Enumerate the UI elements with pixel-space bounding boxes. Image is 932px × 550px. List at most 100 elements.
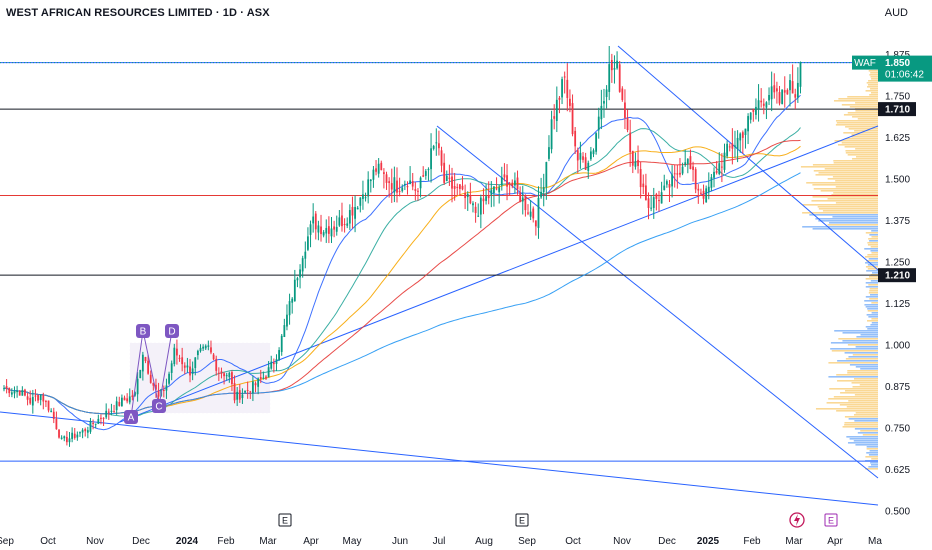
volume-profile-bar <box>802 204 878 206</box>
volume-profile-bar <box>830 342 878 344</box>
x-tick-label: Jun <box>392 536 408 547</box>
candle-body <box>5 386 8 389</box>
volume-profile-bar <box>865 456 878 458</box>
candle-body <box>390 183 393 190</box>
candle-body <box>351 206 354 216</box>
candle-body <box>231 372 233 385</box>
candle-body <box>157 390 160 397</box>
volume-profile-bar <box>869 298 878 300</box>
candle-body <box>168 373 170 384</box>
volume-profile-bar <box>837 144 878 146</box>
volume-profile-bar <box>827 224 878 226</box>
candle-body <box>299 269 301 278</box>
candle-body <box>694 169 697 190</box>
price-axis[interactable]: 1.875 1.750 1.625 1.500 1.375 1.250 1.125 1.000… <box>885 50 910 518</box>
currency-label[interactable]: AUD <box>884 7 908 19</box>
candle-body <box>650 207 653 209</box>
candle-body <box>563 76 566 78</box>
current-price-tag <box>878 55 932 82</box>
candle-body <box>521 197 524 202</box>
volume-profile-bar <box>835 120 878 122</box>
candle-body <box>325 228 328 234</box>
volume-profile-bar <box>843 114 878 116</box>
candle-body <box>534 220 537 227</box>
candle-body <box>128 396 131 403</box>
volume-profile-bar <box>837 360 878 362</box>
current-price-value: 1.850 <box>885 58 910 69</box>
y-tick-label: 1.875 <box>885 50 910 61</box>
candle-body <box>514 180 516 186</box>
candle-body <box>424 171 427 176</box>
candle-body <box>485 196 487 201</box>
volume-profile-bar <box>870 462 878 464</box>
candle-body <box>97 418 100 424</box>
candle-body <box>542 186 545 193</box>
candle-body <box>508 183 511 185</box>
volume-profile-bar <box>867 268 878 270</box>
candle-body <box>700 192 702 194</box>
volume-profile-bar <box>828 398 878 400</box>
candle-body <box>307 236 309 250</box>
candle-body <box>789 80 791 91</box>
candle-body <box>469 195 472 204</box>
volume-profile-bar <box>844 146 878 148</box>
volume-profile-bar <box>865 296 878 298</box>
volume-profile-bar <box>868 292 878 294</box>
volume-profile-bar <box>846 406 878 408</box>
candle-body <box>152 382 155 386</box>
candle-body <box>92 422 94 424</box>
y-tick-label: 0.750 <box>885 423 910 434</box>
volume-profile <box>800 56 878 470</box>
candle-body <box>304 251 307 259</box>
candle-body <box>791 81 794 94</box>
volume-profile-bar <box>854 428 878 430</box>
volume-profile-bar <box>866 270 878 272</box>
candle-body <box>752 109 755 112</box>
volume-profile-bar <box>868 80 878 82</box>
volume-profile-bar <box>844 424 878 426</box>
candle-body <box>346 223 349 226</box>
volume-profile-bar <box>864 304 878 306</box>
candle-body <box>419 177 422 189</box>
volume-profile-bar <box>828 222 878 224</box>
volume-profile-bar <box>865 278 878 280</box>
volume-profile-bar <box>851 136 878 138</box>
candle-body <box>495 188 498 190</box>
volume-profile-bar <box>848 356 878 358</box>
candle-body <box>181 357 184 365</box>
candle-body <box>207 345 210 347</box>
volume-profile-bar <box>820 190 878 192</box>
candle-body <box>223 373 225 377</box>
candle-body <box>34 395 37 397</box>
x-tick-label: Feb <box>743 536 761 547</box>
candle-body <box>89 421 92 432</box>
candle-body <box>45 401 47 403</box>
volume-profile-bar <box>849 438 878 440</box>
event-marker-e <box>278 513 292 527</box>
time-axis[interactable]: Sep Oct Nov Dec 2024 Feb Mar Apr May Jun Jul Aug Sep… <box>0 536 882 547</box>
candle-body <box>768 95 770 101</box>
volume-profile-bar <box>855 444 878 446</box>
candle-body <box>115 401 118 411</box>
candle-body <box>720 166 723 168</box>
volume-profile-bar <box>845 358 878 360</box>
y-tick-label: 1.000 <box>885 340 910 351</box>
candle-body <box>466 193 469 198</box>
volume-profile-bar <box>869 74 878 76</box>
x-tick-label: Apr <box>827 536 843 547</box>
candle-body <box>634 161 637 167</box>
candle-body <box>571 103 574 135</box>
candle-body <box>558 97 561 100</box>
volume-profile-bar <box>809 214 878 216</box>
candle-body <box>327 226 330 234</box>
volume-profile-bar <box>817 206 878 208</box>
trendlines[interactable] <box>0 45 879 506</box>
candle-body <box>540 191 542 198</box>
volume-profile-bar <box>846 436 878 438</box>
candle-body <box>278 350 280 360</box>
candle-body <box>474 206 477 214</box>
y-tick-label: 1.500 <box>885 174 910 185</box>
volume-profile-bar <box>831 350 878 352</box>
